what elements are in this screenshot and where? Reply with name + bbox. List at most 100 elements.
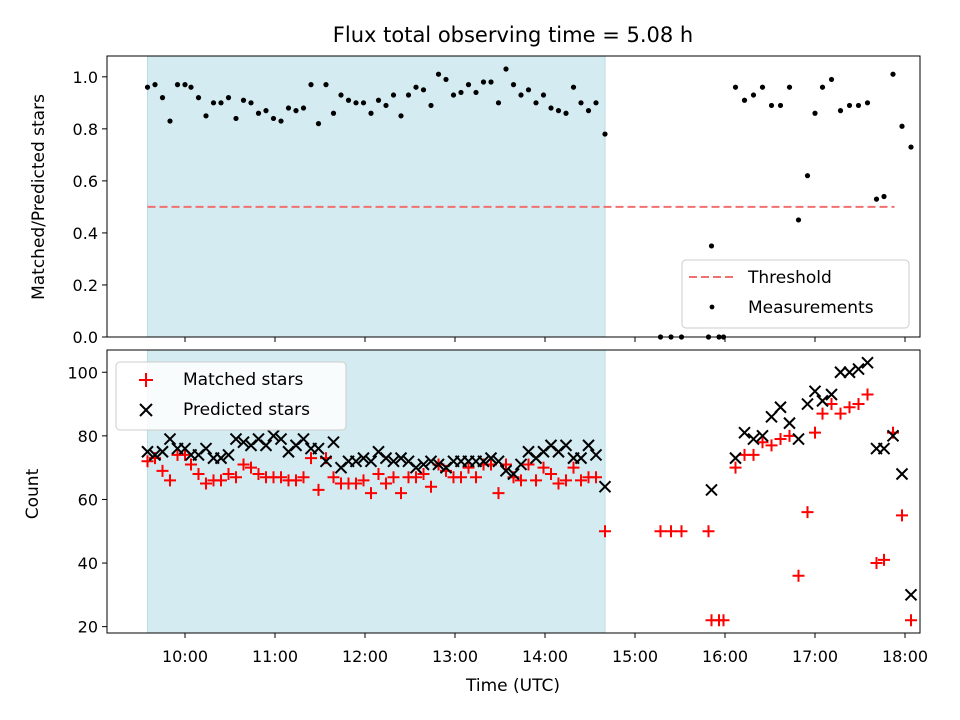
- predicted-stars-point: [319, 455, 333, 468]
- ratio-y-tick-label: 0.8: [73, 120, 98, 139]
- measurement-point: [330, 110, 337, 116]
- measurement-point: [777, 102, 784, 109]
- matched-stars-point: [425, 480, 437, 493]
- matched-stars-point: [654, 525, 667, 538]
- predicted-stars-point: [843, 366, 856, 379]
- matched-stars-point: [861, 388, 874, 401]
- matched-stars-point: [905, 614, 917, 627]
- measurement-point: [255, 110, 262, 116]
- count-y-ticks: 20 40 60 80 100: [67, 363, 107, 637]
- matched-stars-point: [179, 448, 191, 461]
- matched-stars-point: [756, 436, 769, 449]
- count-x-tick-label: 17:00: [792, 647, 838, 666]
- measurement-point: [846, 102, 853, 109]
- matched-stars-point: [801, 506, 814, 519]
- matched-stars-point: [747, 448, 760, 461]
- measurement-point: [390, 92, 397, 98]
- matched-stars-point: [522, 458, 535, 471]
- measurement-point: [225, 95, 232, 101]
- measurement-point: [708, 243, 715, 249]
- predicted-stars-point: [214, 451, 228, 465]
- measurement-point: [759, 84, 766, 90]
- measurement-point: [908, 144, 914, 150]
- measurement-point: [465, 82, 472, 88]
- matched-stars-point: [783, 429, 796, 442]
- matched-stars-point: [297, 471, 310, 484]
- measurement-point: [240, 97, 247, 103]
- predicted-stars-point: [148, 448, 162, 462]
- matched-stars-point: [896, 509, 908, 522]
- predicted-stars-point: [589, 448, 603, 462]
- measurement-point: [864, 100, 871, 106]
- count-y-tick-label: 80: [78, 427, 98, 446]
- ratio-legend: Threshold Measurements: [681, 259, 910, 329]
- measurement-point: [308, 82, 314, 88]
- measurement-point: [819, 84, 826, 90]
- count-y-tick-label: 60: [78, 490, 98, 509]
- measurement-point: [218, 100, 224, 106]
- matched-stars-point: [200, 477, 212, 490]
- count-x-tick-label: 13:00: [432, 647, 478, 666]
- predicted-stars-point: [364, 455, 378, 468]
- predicted-stars-point: [379, 451, 393, 465]
- measurement-point: [540, 92, 547, 98]
- measurement-point: [443, 76, 449, 83]
- ratio-y-tick-label: 1.0: [73, 68, 98, 87]
- predicted-stars-point: [559, 439, 573, 452]
- measurement-point: [405, 92, 412, 98]
- measurement-point: [188, 84, 194, 90]
- predicted-stars-point: [222, 448, 235, 462]
- measurement-point: [195, 95, 202, 101]
- legend-predicted-label: Predicted stars: [183, 400, 310, 420]
- predicted-stars-point: [738, 426, 751, 439]
- ratio-y-tick-label: 0.2: [73, 276, 98, 295]
- predicted-stars-point: [852, 362, 865, 376]
- measurement-point: [488, 79, 494, 85]
- matched-stars-point: [245, 461, 257, 474]
- predicted-stars-point: [792, 432, 805, 446]
- measurement-point: [828, 76, 835, 83]
- matched-stars-point: [665, 525, 677, 538]
- legend-measurements-label: Measurements: [748, 298, 874, 318]
- predicted-stars-point: [492, 455, 505, 468]
- measurement-point: [263, 108, 269, 114]
- measurement-point: [563, 110, 569, 116]
- measurement-point: [353, 100, 359, 106]
- measurement-point: [570, 84, 577, 90]
- predicted-stars-point: [394, 451, 408, 465]
- matched-stars-point: [878, 553, 890, 566]
- legend-measurements-swatch: [709, 304, 715, 310]
- measurement-point: [338, 92, 344, 98]
- matched-stars-point: [275, 471, 287, 484]
- legend-matched-swatch: [139, 373, 153, 387]
- predicted-stars-point: [895, 467, 909, 481]
- measurement-point: [873, 196, 880, 202]
- measurement-point: [855, 102, 862, 109]
- matched-stars-point: [675, 525, 688, 538]
- legend-predicted-swatch: [139, 403, 153, 417]
- predicted-stars-point: [417, 458, 430, 471]
- predicted-stars-point: [424, 455, 438, 468]
- measurement-point: [420, 87, 427, 93]
- matched-stars-point: [470, 471, 482, 484]
- measurement-point: [837, 108, 844, 114]
- predicted-stars-point: [598, 480, 612, 493]
- predicted-stars-point: [259, 439, 273, 452]
- measurement-point: [881, 193, 887, 200]
- predicted-stars-point: [274, 432, 288, 446]
- predicted-stars-point: [267, 429, 280, 443]
- count-x-tick-label: 16:00: [702, 647, 748, 666]
- matched-stars-point: [870, 557, 883, 570]
- count-x-tick-label: 10:00: [162, 647, 208, 666]
- predicted-stars-point: [163, 432, 177, 446]
- matched-stars-point: [729, 461, 742, 474]
- matched-stars-point: [357, 474, 370, 487]
- measurement-point: [278, 118, 284, 124]
- measurement-point: [345, 97, 352, 103]
- ratio-x-ticks: [184, 337, 906, 342]
- legend-threshold-label: Threshold: [747, 268, 832, 288]
- matched-stars-point: [156, 464, 169, 477]
- matched-stars-point: [774, 433, 787, 446]
- count-legend: Matched stars Predicted stars: [115, 361, 347, 431]
